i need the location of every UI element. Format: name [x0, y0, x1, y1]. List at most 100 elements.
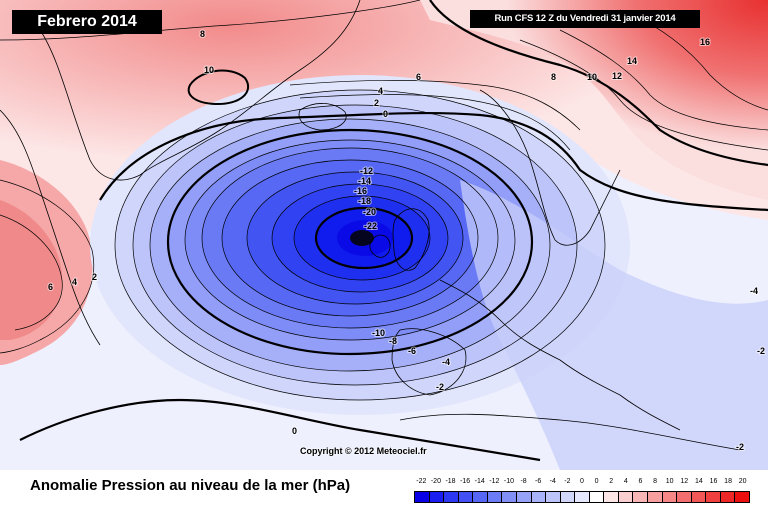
color-scale-tick-label: -12 — [489, 478, 500, 485]
color-scale-tick-label: 8 — [653, 478, 657, 485]
color-scale-tick-label: -18 — [445, 478, 456, 485]
canada-outline — [0, 109, 101, 346]
iso-label-8-greenland: 8 — [200, 29, 205, 39]
color-scale-bar — [414, 491, 750, 503]
color-scale-tick-label: -14 — [474, 478, 485, 485]
color-scale-swatch — [633, 492, 648, 502]
color-scale-swatch — [502, 492, 517, 502]
iso-label-m4: -4 — [442, 357, 450, 367]
legend-title: Anomalie Pression au niveau de la mer (h… — [30, 477, 351, 494]
color-scale-tick-label: 16 — [709, 478, 718, 485]
color-scale-swatch — [691, 492, 707, 502]
iso-label-0-south: 0 — [292, 426, 297, 436]
iso-label-m12: -12 — [360, 166, 373, 176]
color-scale-swatch — [487, 492, 503, 502]
iso-label-m18: -18 — [358, 196, 371, 206]
map-title: Febrero 2014 — [12, 10, 162, 34]
positive-anomaly-west-core — [0, 200, 63, 340]
iso-label-2-north: 2 — [374, 98, 379, 108]
greenland-outline — [39, 0, 361, 181]
copyright-notice: Copyright © 2012 Meteociel.fr — [300, 446, 427, 456]
iso-label-m22: -22 — [364, 221, 377, 231]
iso-label-6-west: 6 — [48, 282, 53, 292]
color-scale-tick-label: 0 — [594, 478, 599, 485]
color-scale-tick-label: 0 — [580, 478, 584, 485]
iso-label-m16: -16 — [354, 186, 367, 196]
color-scale-swatch — [662, 492, 678, 502]
iso-label-m10: -10 — [372, 328, 385, 338]
iso-label-m2-south: -2 — [736, 442, 744, 452]
color-scale-swatch — [531, 492, 547, 502]
contour-labels: 8 10 6 4 2 0 8 10 12 14 16 -12 -14 -16 -… — [47, 28, 766, 453]
color-scale-tick-label: 2 — [609, 478, 614, 485]
color-scale-swatch — [618, 492, 634, 502]
iso-label-0-north: 0 — [383, 109, 388, 119]
color-scale-swatch — [648, 492, 663, 502]
color-scale-tick-label: -10 — [503, 478, 515, 485]
iso-label-m20: -20 — [363, 207, 376, 217]
color-scale-tick-label: -22 — [416, 478, 427, 485]
iso-label-m4-east: -4 — [750, 286, 758, 296]
iso-label-m2-west: -2 — [436, 382, 444, 392]
negative-anomaly-rings — [90, 75, 630, 415]
color-scale-tick-label: -6 — [535, 478, 542, 485]
color-scale-tick-label: 4 — [623, 478, 628, 485]
north-africa-outline — [399, 413, 741, 451]
color-scale-tick-label: -2 — [564, 478, 571, 485]
negative-anomaly-europe — [460, 180, 768, 470]
iso-label-2-west: 2 — [92, 272, 97, 282]
iso-label-4-north: 4 — [378, 86, 383, 96]
color-scale-swatch — [706, 492, 721, 502]
color-scale-swatch — [546, 492, 561, 502]
iso-label-10-east: 10 — [587, 72, 597, 82]
color-scale-tick-label: 10 — [665, 478, 674, 485]
british-isles-outline — [392, 208, 430, 271]
iso-label-m6: -6 — [408, 346, 416, 356]
iberia-outline — [391, 328, 467, 396]
color-scale-swatch — [604, 492, 619, 502]
color-scale-tick-label: -8 — [520, 478, 527, 485]
color-scale-swatch — [575, 492, 590, 502]
run-label: Run CFS 12 Z du Vendredi 31 janvier 2014 — [470, 10, 700, 28]
iso-label-10-greenland: 10 — [204, 65, 214, 75]
color-scale-swatch — [735, 492, 749, 502]
color-scale-tick-label: -20 — [430, 478, 441, 485]
iso-label-16-east: 16 — [700, 37, 710, 47]
color-scale-swatch — [444, 492, 459, 502]
color-scale-swatch — [473, 492, 488, 502]
color-scale-swatch — [560, 492, 576, 502]
color-scale-swatch — [720, 492, 736, 502]
iceland-outline — [298, 103, 347, 131]
iso-label-m8: -8 — [389, 336, 397, 346]
color-scale-tick-label: -4 — [549, 478, 556, 485]
scandinavia-outline — [479, 89, 621, 246]
iso-label-m2-east: -2 — [757, 346, 765, 356]
positive-anomaly-northeast — [420, 0, 768, 200]
color-scale-tick-label: 18 — [724, 478, 732, 485]
color-scale-swatch — [415, 492, 430, 502]
iso-label-m14: -14 — [358, 176, 371, 186]
coastlines — [0, 0, 741, 451]
iso-label-14-east: 14 — [627, 56, 637, 66]
europe-coast-outline — [439, 279, 681, 431]
ireland-outline — [369, 234, 391, 258]
color-scale-swatch — [429, 492, 445, 502]
color-scale-tick-label: 20 — [738, 478, 747, 485]
color-scale-tick-label: 6 — [638, 478, 643, 485]
color-scale-tick-label: 14 — [694, 478, 703, 485]
color-scale-tick-label: -16 — [460, 478, 471, 485]
color-scale-labels: -22 -20 -18 -16 -14 -12 -10 -8 -6 -4 -2 0 0 2 4 6 8 10 12 1… — [414, 478, 750, 490]
iso-label-8-east: 8 — [551, 72, 556, 82]
iso-label-12-east: 12 — [612, 71, 622, 81]
color-scale-swatch — [516, 492, 532, 502]
color-scale-swatch — [458, 492, 474, 502]
contour-lines — [0, 0, 768, 462]
color-scale-swatch — [589, 492, 605, 502]
color-scale: -22 -20 -18 -16 -14 -12 -10 -8 -6 -4 -2 0 0 2 4 6 8 10 12 1… — [414, 478, 750, 506]
iso-label-6-north: 6 — [416, 72, 421, 82]
color-scale-tick-label: 12 — [680, 478, 689, 485]
iso-label-4-west: 4 — [72, 277, 77, 287]
pressure-anomaly-map: 8 10 6 4 2 0 8 10 12 14 16 -12 -14 -16 -… — [0, 0, 768, 470]
color-scale-swatch — [677, 492, 692, 502]
